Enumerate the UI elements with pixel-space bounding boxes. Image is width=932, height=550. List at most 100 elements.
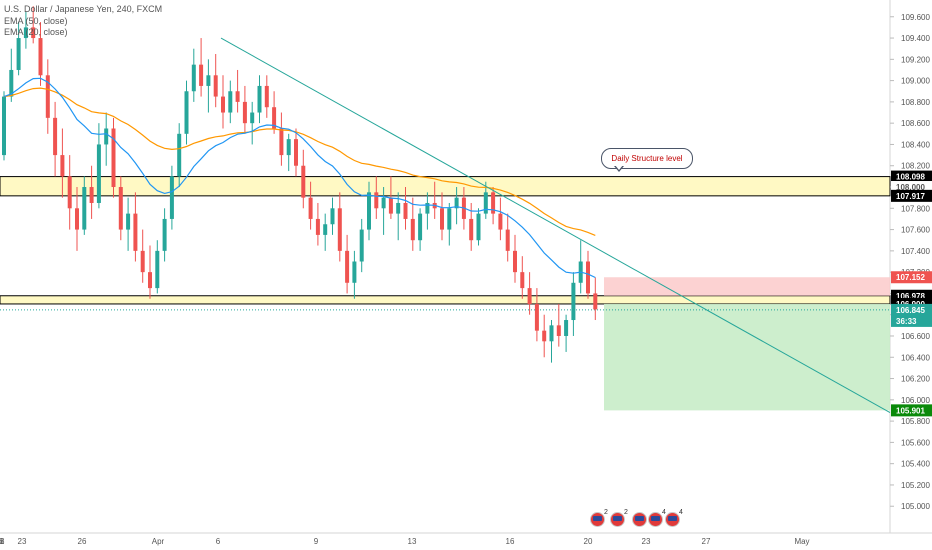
candle-body (586, 261, 590, 294)
candle-body (257, 85, 262, 113)
candle-body (410, 218, 415, 241)
candle-body (418, 213, 423, 241)
candle-body (447, 208, 452, 230)
price-label: 36:33 (896, 317, 917, 326)
candle-body (75, 208, 79, 230)
y-tick-label: 106.000 (901, 396, 930, 405)
price-label: 105.901 (896, 406, 925, 415)
candle-body (323, 224, 328, 235)
price-label: 108.000 (896, 183, 925, 192)
price-label: 106.978 (896, 292, 925, 301)
candle-body (250, 112, 255, 124)
candle-body (213, 75, 218, 97)
candle-body (199, 64, 204, 86)
x-tick-label: 16 (506, 537, 515, 546)
candle-body (520, 272, 525, 289)
symbol-title: U.S. Dollar / Japanese Yen, 240, FXCM (4, 4, 163, 14)
x-tick-label: 20 (584, 537, 593, 546)
candle-body (469, 218, 474, 241)
candle-body (177, 133, 182, 177)
y-tick-label: 105.000 (901, 502, 930, 511)
x-tick-label: 23 (18, 537, 27, 546)
candle-body (279, 128, 284, 156)
candle-body (221, 96, 225, 113)
candle-body (308, 197, 313, 219)
candle-body (89, 187, 94, 203)
candle-body (118, 187, 123, 230)
price-label-bg (891, 189, 932, 202)
candle-body (53, 117, 58, 156)
ema50-legend[interactable]: EMA (50, close) (4, 15, 68, 26)
us-flag-icon[interactable] (590, 512, 605, 527)
y-tick-label: 107.600 (901, 226, 930, 235)
candle-body (381, 197, 386, 209)
y-tick-label: 107.800 (901, 204, 930, 213)
ema20-line (3, 77, 596, 279)
y-tick-label: 108.600 (901, 119, 930, 128)
candle-body (286, 139, 291, 156)
ema20-legend[interactable]: EMA (20, close) (4, 27, 68, 37)
chart-legend: U.S. Dollar / Japanese Yen, 240, FXCM EM… (4, 4, 162, 39)
event-count: 4 (679, 509, 683, 516)
daily-structure-callout[interactable]: Daily Structure level (601, 148, 693, 169)
candle-body (556, 325, 561, 336)
candle-body (542, 330, 547, 342)
price-label-bg (891, 314, 932, 327)
us-flag-icon[interactable] (665, 512, 680, 527)
candle-body (264, 85, 269, 108)
y-tick-label: 105.600 (901, 438, 930, 447)
candle-body (16, 38, 21, 70)
y-tick-label: 107.400 (901, 247, 930, 256)
candle-body (191, 64, 196, 92)
x-tick-label: May (794, 537, 809, 546)
take-profit-zone (604, 303, 890, 411)
candle-body (483, 192, 488, 214)
candle-body (403, 202, 408, 219)
us-flag-icon[interactable] (648, 512, 663, 527)
daily-structure-zone (0, 176, 891, 197)
y-tick-label: 106.600 (901, 332, 930, 341)
us-flag-icon[interactable] (610, 512, 625, 527)
y-tick-label: 106.400 (901, 353, 930, 362)
candle-body (454, 197, 459, 209)
y-tick-label: 106.200 (901, 375, 930, 384)
y-tick-label: 108.200 (901, 162, 930, 171)
x-tick-label: Apr (152, 537, 165, 546)
candle-body (162, 218, 167, 251)
x-tick-label: 27 (702, 537, 711, 546)
candle-body (476, 213, 481, 241)
candle-body (140, 250, 145, 273)
candle-body (82, 187, 87, 230)
candle-body (315, 218, 320, 235)
candle-body (388, 197, 393, 214)
candle-body (155, 250, 160, 289)
event-count: 2 (624, 509, 628, 516)
candle-body (133, 213, 138, 251)
candle-body (367, 192, 371, 230)
candle-body (440, 208, 444, 230)
x-tick-label: 9 (314, 537, 319, 546)
candle-body (534, 304, 539, 331)
candle-body (345, 250, 350, 283)
x-tick-label: 18 (0, 537, 5, 546)
candle-body (498, 213, 503, 230)
us-flag-icon[interactable] (632, 512, 647, 527)
candle-body (549, 325, 554, 342)
candle-body (301, 165, 306, 198)
y-tick-label: 108.400 (901, 140, 930, 149)
y-tick-label: 109.600 (901, 13, 930, 22)
x-tick-label: 13 (408, 537, 417, 546)
candle-body (169, 176, 174, 219)
y-tick-label: 105.400 (901, 460, 930, 469)
candle-body (23, 27, 28, 39)
x-tick-label: 6 (0, 537, 3, 546)
y-tick-label: 109.200 (901, 55, 930, 64)
event-count: 4 (662, 509, 666, 516)
x-tick-label: 26 (78, 537, 87, 546)
candle-body (352, 261, 357, 283)
price-label-bg (891, 404, 932, 417)
y-tick-label: 109.000 (901, 77, 930, 86)
candle-body (38, 38, 43, 76)
ema50-line (3, 87, 596, 236)
